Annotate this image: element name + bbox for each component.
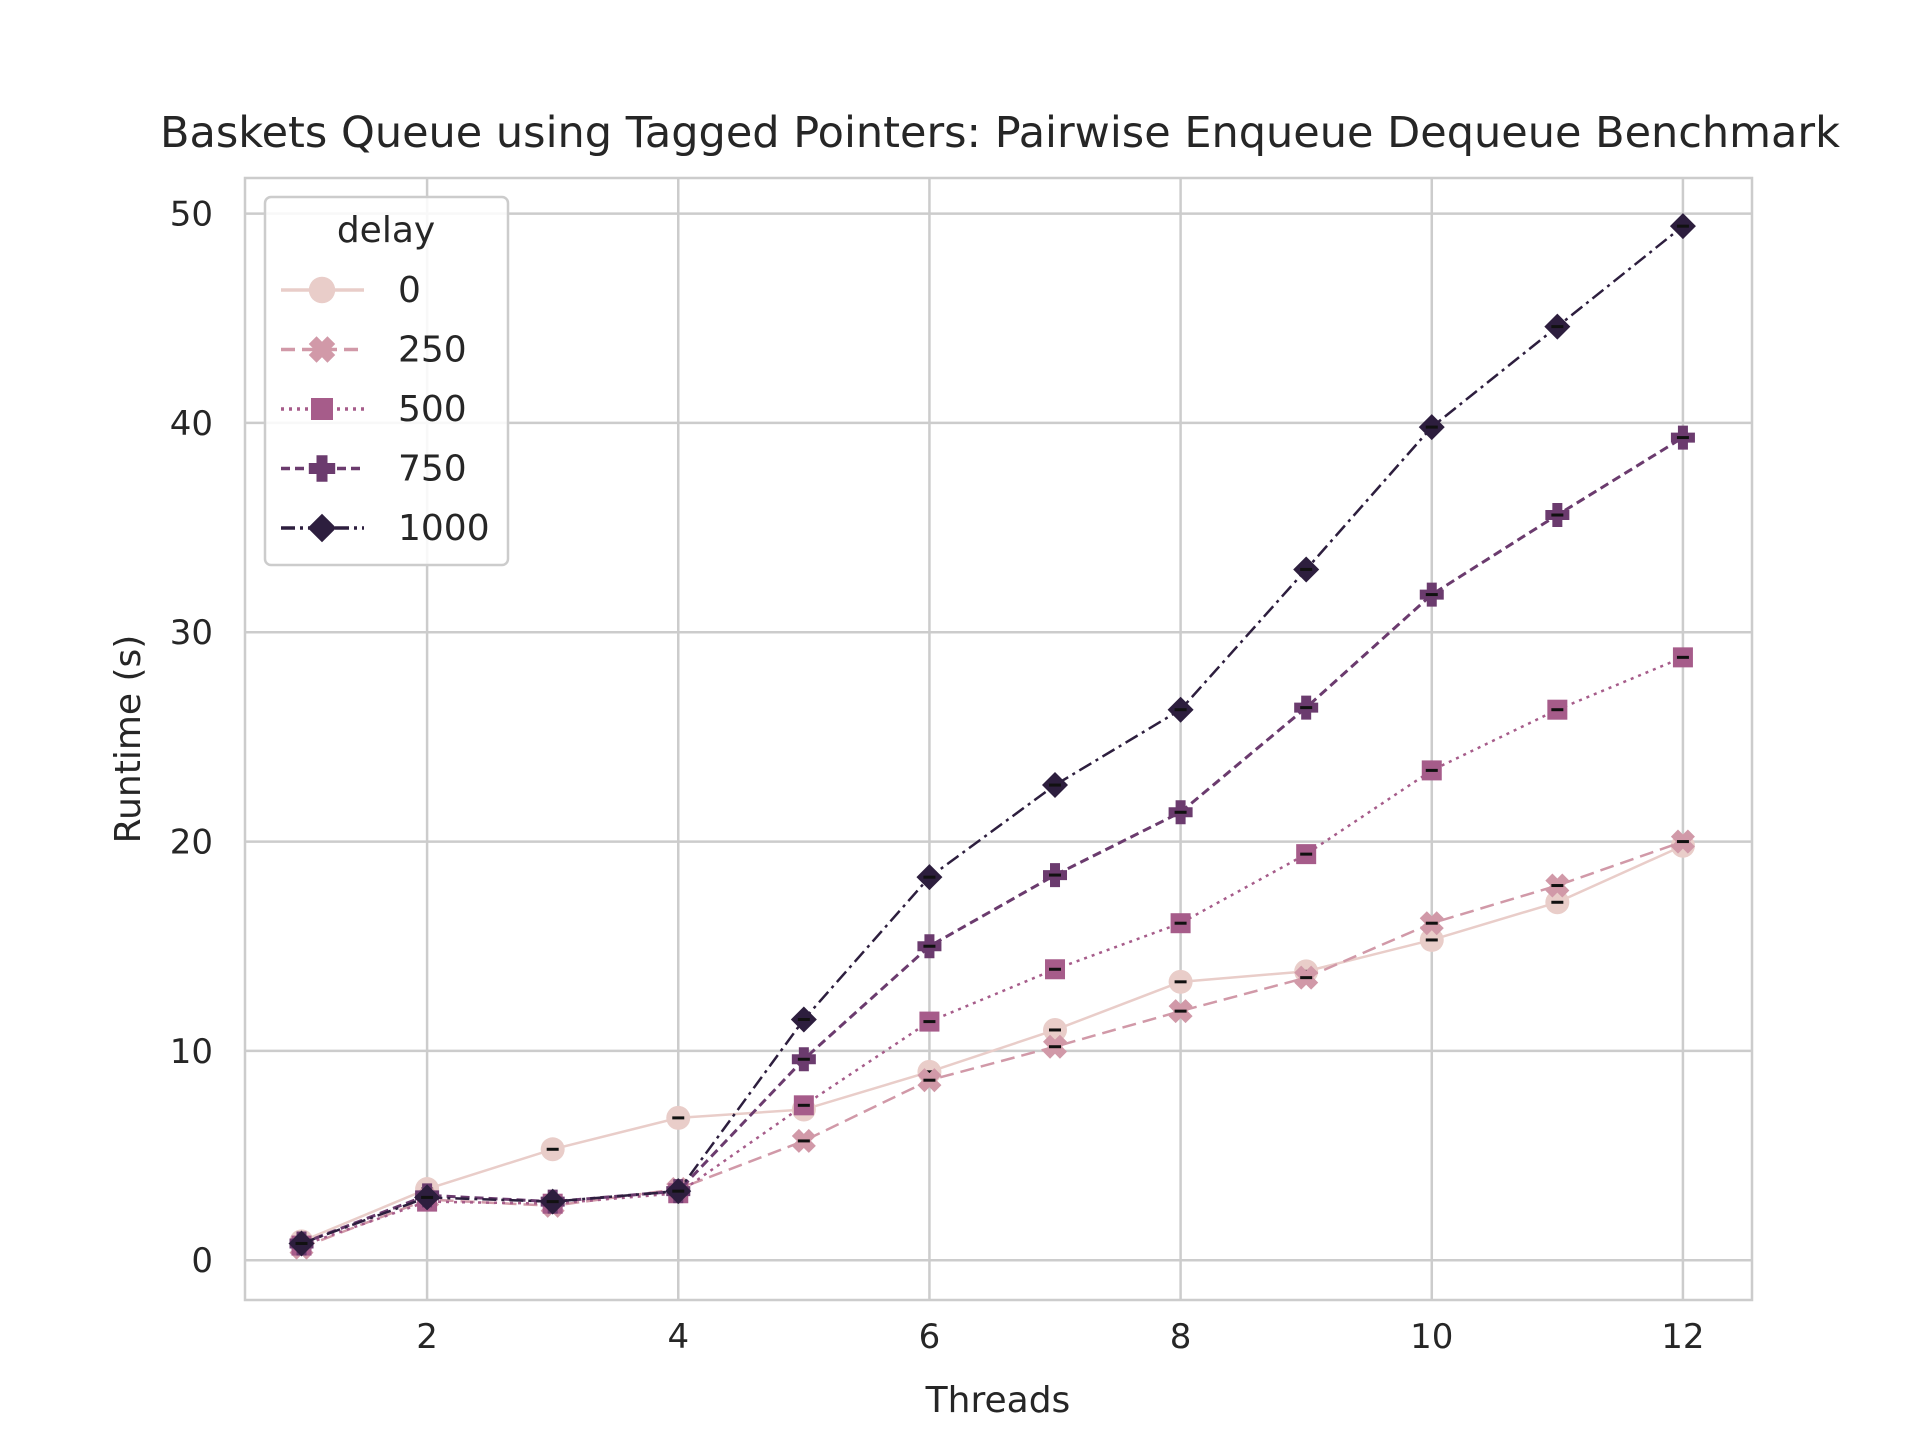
series-1000	[288, 213, 1696, 1257]
chart-title: Baskets Queue using Tagged Pointers: Pai…	[160, 108, 1840, 158]
legend-marker	[308, 455, 336, 482]
y-axis-label: Runtime (s)	[108, 635, 149, 844]
x-tick-label: 6	[919, 1317, 941, 1357]
plot-frame	[243, 176, 1754, 1302]
legend-item-1000: 1000	[281, 508, 490, 549]
legend-items: 0 250 500 750 1000	[281, 270, 490, 549]
y-tick-label: 30	[170, 613, 213, 653]
legend-label: 1000	[398, 508, 490, 549]
y-tick-label: 20	[170, 823, 213, 863]
series-line-0	[301, 844, 1684, 1243]
x-axis-label: Threads	[925, 1380, 1071, 1421]
series-line-250	[301, 840, 1684, 1249]
y-tick-label: 50	[170, 195, 213, 235]
legend-marker	[311, 398, 333, 420]
series-line-750	[300, 436, 1684, 1245]
legend-label: 0	[398, 270, 421, 311]
legend-marker	[308, 336, 336, 363]
legend-title: delay	[337, 210, 435, 251]
legend-item-750: 750	[281, 449, 467, 490]
x-tick-label: 8	[1170, 1317, 1192, 1357]
y-tick-label: 40	[170, 404, 213, 444]
series-0	[289, 833, 1695, 1254]
legend-item-0: 0	[281, 270, 421, 311]
legend-item-250: 250	[281, 330, 467, 371]
y-tick-labels: 0 10 20 30 40 50	[170, 195, 213, 1282]
series-line-1000	[301, 225, 1684, 1245]
legend-item-500: 500	[281, 389, 467, 430]
x-tick-label: 2	[416, 1317, 438, 1357]
legend-label: 500	[398, 389, 467, 430]
x-tick-label: 4	[667, 1317, 689, 1357]
series-layer	[288, 213, 1696, 1260]
legend: delay 0 250 500 750 1000	[263, 195, 510, 567]
x-tick-labels: 2 4 6 8 10 12	[416, 1317, 1704, 1357]
legend-label: 250	[398, 330, 467, 371]
x-tick-label: 10	[1410, 1317, 1453, 1357]
x-tick-label: 12	[1661, 1317, 1704, 1357]
legend-marker	[307, 513, 337, 543]
series-line-500	[301, 656, 1684, 1247]
legend-label: 750	[398, 449, 467, 490]
legend-marker	[308, 276, 336, 304]
y-tick-label: 0	[191, 1241, 213, 1281]
y-tick-label: 10	[170, 1032, 213, 1072]
